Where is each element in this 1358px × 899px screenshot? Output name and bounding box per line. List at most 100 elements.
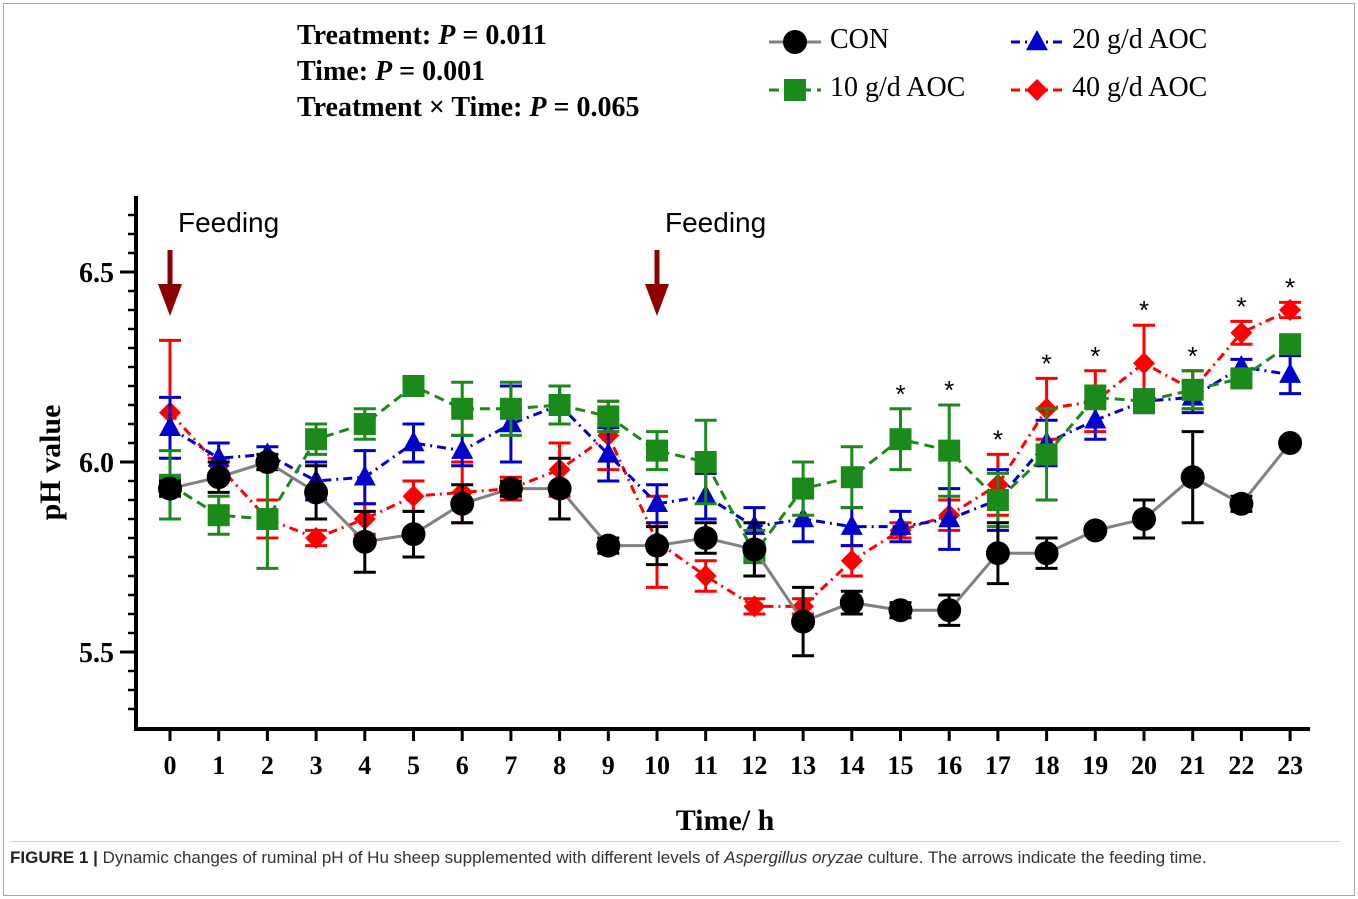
- interaction-label: Treatment × Time:: [297, 92, 530, 123]
- treatment-stat: Treatment: P = 0.011: [297, 18, 639, 54]
- data-point: [159, 415, 181, 437]
- series-line: [169, 342, 1291, 556]
- interaction-p-symbol: P: [529, 92, 547, 123]
- figure-frame: [3, 3, 1355, 896]
- data-point: [1230, 367, 1253, 390]
- data-point: [547, 476, 572, 501]
- data-point: [305, 428, 328, 451]
- data-point: [402, 375, 425, 397]
- x-axis-title: Time/ h: [676, 804, 775, 837]
- data-point: [1035, 443, 1058, 466]
- legend-marker: [783, 30, 807, 54]
- data-point: [1034, 541, 1059, 566]
- data-point: [791, 609, 816, 634]
- time-p-symbol: P: [375, 56, 393, 87]
- x-tick-label: 4: [358, 751, 371, 780]
- x-tick-label: 2: [261, 751, 274, 780]
- data-point: [986, 489, 1009, 511]
- x-tick-label: 20: [1131, 751, 1157, 780]
- data-point: [840, 549, 863, 572]
- y-tick-label: 6.0: [79, 448, 114, 479]
- data-point: [840, 466, 863, 489]
- data-point: [499, 397, 522, 420]
- x-tick-label: 11: [693, 751, 718, 780]
- data-point: [792, 507, 815, 528]
- significance-marker: *: [1090, 341, 1100, 371]
- data-point: [694, 451, 717, 473]
- x-tick-label: 0: [164, 751, 177, 780]
- data-point: [840, 514, 863, 535]
- data-point: [889, 514, 912, 535]
- data-point: [1181, 378, 1204, 401]
- y-tick-label: 5.5: [79, 638, 114, 669]
- legend-label-con: CON: [830, 24, 890, 55]
- data-point: [1278, 431, 1303, 455]
- data-point: [158, 476, 182, 501]
- data-point: [548, 394, 571, 416]
- legend-label-10g: 10 g/d AOC: [830, 72, 966, 103]
- data-point: [1230, 321, 1253, 344]
- x-tick-label: 22: [1228, 751, 1254, 780]
- data-point: [1133, 352, 1155, 375]
- data-point: [743, 595, 766, 618]
- feeding-arrow-icon: [158, 284, 182, 316]
- caption-text-after: culture. The arrows indicate the feeding…: [862, 848, 1207, 867]
- data-point: [304, 480, 329, 505]
- data-point: [646, 491, 668, 513]
- data-point: [402, 485, 425, 508]
- caption-figure-label: FIGURE 1 |: [10, 848, 98, 867]
- caption-text-before: Dynamic changes of ruminal pH of Hu shee…: [97, 848, 725, 867]
- data-point: [353, 465, 376, 486]
- series-3: [159, 299, 1302, 618]
- series-line: [169, 442, 1292, 624]
- data-point: [938, 507, 961, 528]
- data-point: [646, 439, 668, 462]
- interaction-p-value: = 0.065: [546, 92, 640, 123]
- data-point: [206, 465, 231, 490]
- treatment-p-value: = 0.011: [455, 20, 547, 51]
- data-point: [1180, 465, 1205, 490]
- statistics-block: Treatment: P = 0.011 Time: P = 0.001 Tre…: [297, 18, 639, 126]
- x-tick-label: 7: [504, 751, 517, 780]
- data-point: [938, 439, 961, 462]
- data-point: [596, 533, 621, 558]
- data-point: [1132, 507, 1156, 531]
- legend-marker: [1026, 30, 1048, 51]
- data-point: [985, 541, 1010, 566]
- x-tick-label: 10: [644, 751, 670, 780]
- data-point: [597, 442, 620, 463]
- x-tick-label: 15: [888, 751, 914, 780]
- data-point: [889, 428, 912, 451]
- x-tick-label: 3: [310, 751, 323, 780]
- significance-marker: *: [1042, 348, 1052, 378]
- x-tick-label: 16: [936, 751, 962, 780]
- data-point: [352, 529, 377, 554]
- feeding-annotation-label: Feeding: [178, 207, 279, 238]
- data-point: [693, 526, 718, 550]
- legend-label-20g: 20 g/d AOC: [1072, 24, 1208, 55]
- data-point: [839, 590, 864, 615]
- series-0: [158, 430, 1303, 658]
- significance-marker: *: [1285, 272, 1295, 302]
- time-stat: Time: P = 0.001: [297, 54, 639, 90]
- significance-marker: *: [1139, 295, 1149, 325]
- data-point: [937, 598, 962, 623]
- data-point: [498, 476, 523, 501]
- data-point: [305, 527, 328, 549]
- y-axis-title: pH value: [34, 405, 67, 521]
- series-line: [168, 308, 1291, 608]
- data-point: [742, 537, 767, 562]
- x-tick-label: 8: [553, 751, 566, 780]
- data-point: [1083, 518, 1108, 543]
- legend-label-40g: 40 g/d AOC: [1072, 72, 1208, 103]
- series-2: [159, 354, 1302, 551]
- feeding-arrow-icon: [645, 284, 669, 316]
- time-p-value: = 0.001: [392, 56, 486, 87]
- x-tick-label: 13: [790, 751, 816, 780]
- x-tick-label: 9: [602, 751, 615, 780]
- treatment-p-symbol: P: [438, 20, 456, 51]
- x-tick-label: 23: [1277, 751, 1303, 780]
- treatment-label: Treatment:: [297, 20, 439, 51]
- data-point: [1279, 333, 1302, 356]
